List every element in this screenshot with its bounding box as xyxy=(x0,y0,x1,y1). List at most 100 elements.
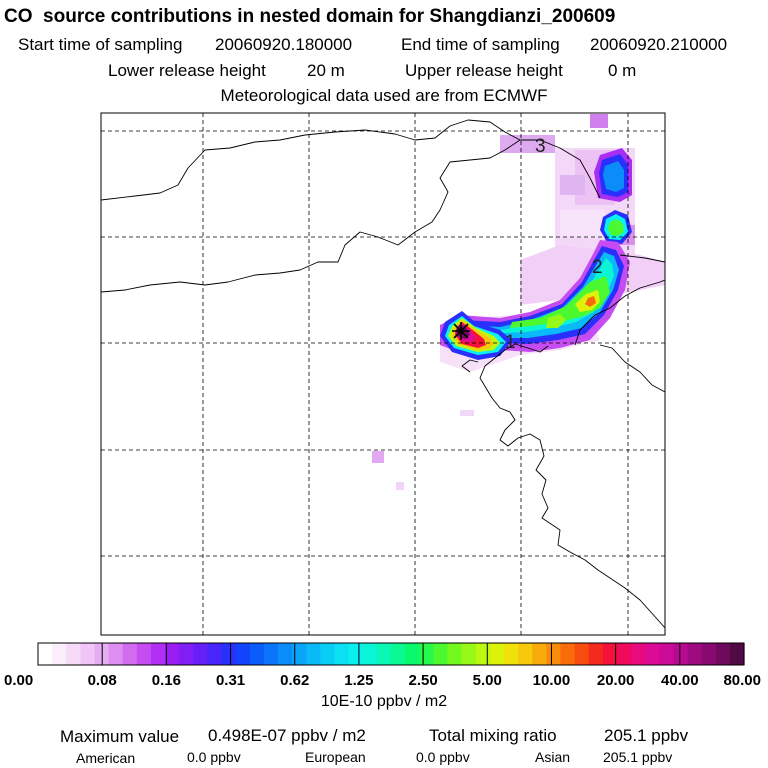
colorbar-cell xyxy=(405,643,420,665)
colorbar-cell xyxy=(447,643,463,665)
colorbar-tick-label: 20.00 xyxy=(597,672,635,689)
start-time-value: 20060920.180000 xyxy=(215,35,353,54)
colorbar-cell xyxy=(80,643,96,665)
colorbar-cell xyxy=(631,643,646,665)
max-value: 0.498E-07 ppbv / m2 xyxy=(208,726,366,745)
trajectory-label-2: 2 xyxy=(592,257,603,278)
halo-mid xyxy=(560,210,605,238)
colorbar-cell xyxy=(518,643,533,665)
blob-top xyxy=(590,114,608,128)
colorbar-cell xyxy=(673,643,689,665)
colorbar-cell xyxy=(362,643,378,665)
colorbar-cell xyxy=(546,643,562,665)
colorbar-cell xyxy=(391,643,406,665)
end-time-label: End time of sampling xyxy=(401,35,560,54)
colorbar-tick-label: 1.25 xyxy=(344,672,373,689)
colorbar-cell xyxy=(602,643,618,665)
colorbar-cell xyxy=(136,643,152,665)
map-area: 1 2 3 xyxy=(101,113,665,635)
tower-lightblue xyxy=(603,161,624,192)
colorbar-cell xyxy=(179,643,194,665)
coast-east xyxy=(479,343,665,629)
coast-korea xyxy=(599,344,665,393)
colorbar-cell xyxy=(108,643,124,665)
colorbar-cell xyxy=(433,643,449,665)
colorbar-cell xyxy=(249,643,265,665)
colorbar-cell xyxy=(588,643,604,665)
colorbar-cell xyxy=(193,643,209,665)
max-value-label: Maximum value xyxy=(60,727,180,746)
region-american-value: 0.0 ppbv xyxy=(187,749,241,765)
map-grid xyxy=(101,113,665,635)
colorbar-cell xyxy=(52,643,67,665)
total-mixing-label: Total mixing ratio xyxy=(429,726,557,745)
colorbar-ticks: 0.00 0.08 0.16 0.31 0.62 1.25 2.50 5.00 10.00 20.… xyxy=(4,643,761,689)
border-inner xyxy=(101,139,521,293)
colorbar-border xyxy=(37,642,745,666)
colorbar-cell xyxy=(306,643,321,665)
blob-north-west xyxy=(500,135,555,153)
receptor-marker-d2 xyxy=(453,323,469,339)
colorbar-cell xyxy=(263,643,279,665)
colorbar-cell xyxy=(560,643,576,665)
colorbar-cell xyxy=(475,643,491,665)
speck-a xyxy=(460,410,474,416)
map-boundaries xyxy=(101,119,665,629)
colorbar-cell xyxy=(715,643,731,665)
plume-belt xyxy=(440,240,630,352)
coast-peninsula xyxy=(461,359,479,373)
mid-green xyxy=(608,219,624,236)
colorbar-cell xyxy=(574,643,590,665)
colorbar-cell xyxy=(616,643,632,665)
receptor-marker xyxy=(452,322,470,340)
colorbar-tick-label: 40.00 xyxy=(661,672,699,689)
colorbar-cell xyxy=(701,643,717,665)
colorbar-cell xyxy=(38,643,53,665)
colorbar-tick-label: 10.00 xyxy=(533,672,571,689)
trajectory-label-3: 3 xyxy=(535,136,546,157)
colorbar-tick-label: 0.16 xyxy=(152,672,181,689)
map-frame xyxy=(100,112,666,636)
region-american-name: American xyxy=(76,750,136,766)
upper-height-label: Upper release height xyxy=(405,61,563,80)
colorbar-cell xyxy=(532,643,547,665)
lower-height-value: 20 m xyxy=(307,61,345,80)
region-european-name: European xyxy=(305,749,366,765)
colorbar-tick-label: 80.00 xyxy=(723,672,761,689)
colorbar-cell xyxy=(122,643,138,665)
border-east xyxy=(619,254,665,263)
colorbar-cell xyxy=(235,643,251,665)
speck-b xyxy=(372,451,384,463)
colorbar-cell xyxy=(278,643,293,665)
region-european-value: 0.0 ppbv xyxy=(416,749,470,765)
end-time-value: 20060920.210000 xyxy=(590,35,728,54)
colorbar-unit: 10E-10 ppbv / m2 xyxy=(320,693,448,710)
total-mixing-value: 205.1 ppbv xyxy=(604,726,689,745)
colorbar-cell xyxy=(489,643,505,665)
colorbar-tick-label: 0.08 xyxy=(88,672,117,689)
colorbar-cell xyxy=(320,643,336,665)
border-northeast xyxy=(520,139,601,199)
trajectory-label-1: 1 xyxy=(505,332,516,353)
colorbar xyxy=(37,642,745,666)
belt-green xyxy=(510,276,610,328)
colorbar-cell xyxy=(334,643,350,665)
start-time-label: Start time of sampling xyxy=(18,35,183,54)
colorbar-cell xyxy=(419,643,434,665)
colorbar-cell xyxy=(645,643,660,665)
colorbar-cell xyxy=(376,643,392,665)
met-note: Meteorological data used are from ECMWF xyxy=(220,86,548,105)
colorbar-cell xyxy=(687,643,703,665)
colorbar-tick-label: 0.00 xyxy=(4,672,33,689)
border-north xyxy=(101,119,521,201)
colorbar-tick-label: 5.00 xyxy=(473,672,502,689)
region-asian-value: 205.1 ppbv xyxy=(603,749,673,765)
colorbar-cell xyxy=(348,643,364,665)
colorbar-cell xyxy=(729,643,745,665)
colorbar-cell xyxy=(66,643,81,665)
speck-c xyxy=(396,482,404,490)
upper-height-value: 0 m xyxy=(608,61,637,80)
lower-height-label: Lower release height xyxy=(108,61,266,80)
colorbar-cell xyxy=(150,643,166,665)
